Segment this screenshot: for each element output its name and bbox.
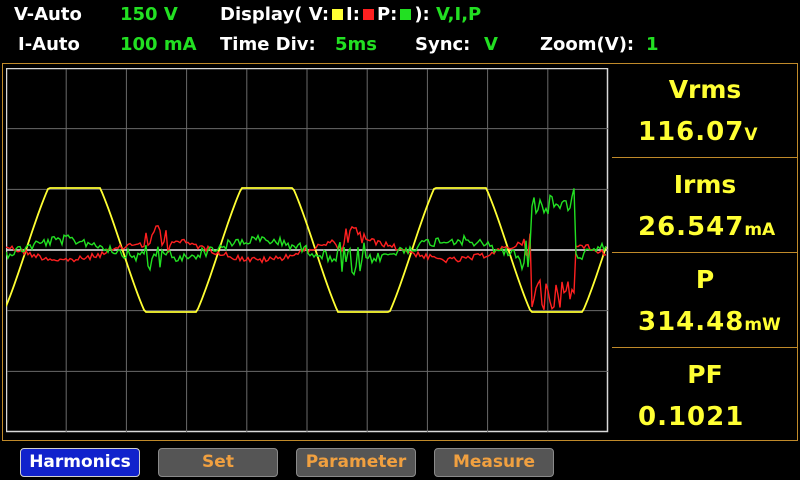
irms-label: Irms [673,170,737,199]
time-div-value: 5ms [335,34,377,55]
power-unit: mW [744,315,781,335]
irms-value: 26.547 [638,212,745,242]
i-range-label: I-Auto [18,34,80,55]
pf-value-row: 0.1021 [638,402,744,432]
measure-irms: Irms 26.547mA [612,157,798,251]
measurement-panel: Vrms 116.07V Irms 26.547mA P 314.48mW PF… [612,63,798,441]
power-value-row: 314.48mW [638,307,781,337]
sync-label: Sync: [415,34,471,55]
measure-button[interactable]: Measure [434,448,554,477]
current-color-swatch [362,8,374,20]
power-color-swatch [400,8,412,20]
time-div-label: Time Div: [220,34,316,55]
set-button[interactable]: Set [158,448,278,477]
vrms-label: Vrms [668,75,742,104]
header-row-1: V-Auto [14,4,82,26]
voltage-trace [6,187,607,313]
pf-value: 0.1021 [638,402,745,432]
vrms-unit: V [744,125,758,145]
i-range-value: 100 mA [120,34,197,55]
irms-unit: mA [744,220,776,240]
v-range-label: V-Auto [14,4,82,25]
display-p-label: P: [376,4,398,25]
irms-value-row: 26.547mA [638,212,775,242]
sync-value: V [484,34,498,55]
vrms-value: 116.07 [638,117,745,147]
voltage-color-swatch [332,8,344,20]
vrms-value-row: 116.07V [638,117,758,147]
display-close: ): [414,4,430,25]
power-value: 314.48 [638,307,745,337]
power-label: P [695,265,715,294]
zoom-label: Zoom(V): [540,34,635,55]
measure-power: P 314.48mW [612,252,798,346]
pf-label: PF [687,360,723,389]
measure-vrms: Vrms 116.07V [612,63,798,157]
harmonics-button[interactable]: Harmonics [20,448,140,477]
power-trace [6,188,607,277]
display-value: V,I,P [436,4,482,25]
display-setting: Display( V: I: P:): V,I,P [220,4,481,26]
measure-pf: PF 0.1021 [612,347,798,441]
zoom-value: 1 [646,34,659,55]
display-label: Display( V: [220,4,330,25]
display-i-label: I: [346,4,360,25]
v-range-value: 150 V [120,4,178,25]
waveform-display [6,68,609,433]
parameter-button[interactable]: Parameter [296,448,416,477]
